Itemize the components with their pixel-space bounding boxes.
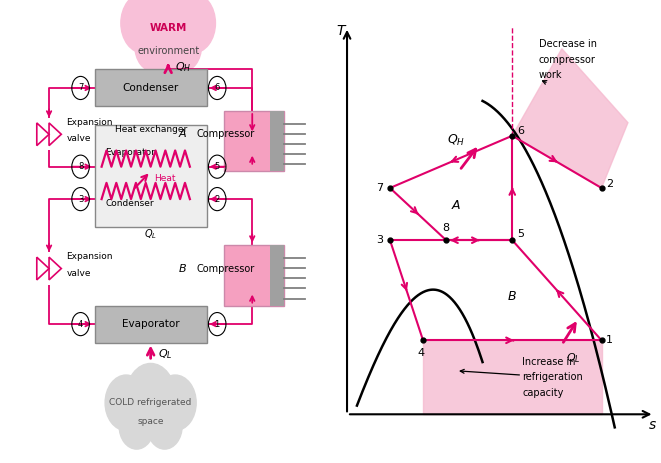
Text: compressor: compressor bbox=[539, 55, 596, 64]
Text: WARM: WARM bbox=[149, 23, 187, 33]
Text: 3: 3 bbox=[377, 235, 383, 245]
Text: Condenser: Condenser bbox=[122, 83, 178, 93]
Text: Decrease in: Decrease in bbox=[539, 39, 597, 50]
Text: COLD refrigerated: COLD refrigerated bbox=[110, 398, 192, 407]
Text: space: space bbox=[137, 417, 164, 426]
Text: Condenser: Condenser bbox=[105, 199, 154, 208]
Text: $Q_L$: $Q_L$ bbox=[144, 227, 157, 241]
Polygon shape bbox=[423, 340, 602, 414]
Text: 7: 7 bbox=[78, 83, 83, 93]
Text: B: B bbox=[508, 290, 517, 303]
Text: Expansion: Expansion bbox=[67, 252, 113, 262]
Polygon shape bbox=[512, 49, 628, 188]
Text: 8: 8 bbox=[443, 223, 449, 233]
Text: 3: 3 bbox=[78, 194, 83, 204]
Text: work: work bbox=[539, 70, 563, 80]
Text: environment: environment bbox=[137, 46, 199, 56]
Text: 1: 1 bbox=[215, 319, 220, 329]
Text: 7: 7 bbox=[377, 183, 383, 193]
FancyBboxPatch shape bbox=[270, 245, 284, 306]
Text: Expansion: Expansion bbox=[67, 118, 113, 127]
FancyBboxPatch shape bbox=[224, 111, 284, 171]
FancyBboxPatch shape bbox=[270, 111, 284, 171]
FancyBboxPatch shape bbox=[95, 125, 207, 227]
Text: $Q_H$: $Q_H$ bbox=[175, 60, 192, 74]
Text: Evaporator: Evaporator bbox=[104, 148, 155, 157]
Text: $Q_H$: $Q_H$ bbox=[447, 132, 465, 148]
Text: A: A bbox=[178, 129, 186, 139]
FancyBboxPatch shape bbox=[95, 306, 207, 343]
FancyBboxPatch shape bbox=[95, 69, 207, 106]
Text: 4: 4 bbox=[78, 319, 83, 329]
Text: 6: 6 bbox=[517, 126, 524, 137]
Circle shape bbox=[147, 403, 182, 449]
Text: Heat: Heat bbox=[154, 174, 176, 183]
Text: Evaporator: Evaporator bbox=[122, 319, 179, 329]
Text: Compressor: Compressor bbox=[196, 263, 254, 274]
Text: refrigeration: refrigeration bbox=[522, 372, 583, 382]
Text: valve: valve bbox=[67, 134, 91, 144]
Text: $Q_L$: $Q_L$ bbox=[566, 351, 581, 365]
Text: Compressor: Compressor bbox=[196, 129, 254, 139]
Circle shape bbox=[135, 21, 173, 72]
Circle shape bbox=[142, 0, 194, 49]
Text: 2: 2 bbox=[606, 179, 613, 188]
Text: 6: 6 bbox=[215, 83, 220, 93]
Text: 5: 5 bbox=[517, 229, 524, 238]
FancyBboxPatch shape bbox=[224, 245, 284, 306]
Text: 8: 8 bbox=[78, 162, 83, 171]
Text: Heat exchanger: Heat exchanger bbox=[114, 125, 187, 134]
Circle shape bbox=[154, 375, 196, 431]
Text: B: B bbox=[178, 263, 186, 274]
Text: valve: valve bbox=[67, 269, 91, 278]
Text: Increase in: Increase in bbox=[522, 357, 576, 367]
Circle shape bbox=[119, 403, 154, 449]
Text: 4: 4 bbox=[418, 348, 425, 358]
Circle shape bbox=[126, 363, 175, 428]
Text: 5: 5 bbox=[215, 162, 220, 171]
Circle shape bbox=[105, 375, 147, 431]
Text: $Q_L$: $Q_L$ bbox=[158, 347, 173, 361]
Text: capacity: capacity bbox=[522, 388, 564, 398]
Circle shape bbox=[121, 0, 167, 53]
Text: T: T bbox=[336, 24, 344, 38]
Circle shape bbox=[170, 0, 215, 53]
Text: 1: 1 bbox=[606, 335, 613, 345]
Text: s: s bbox=[649, 418, 656, 432]
Circle shape bbox=[163, 21, 202, 72]
Text: 2: 2 bbox=[215, 194, 220, 204]
Text: A: A bbox=[452, 199, 460, 212]
